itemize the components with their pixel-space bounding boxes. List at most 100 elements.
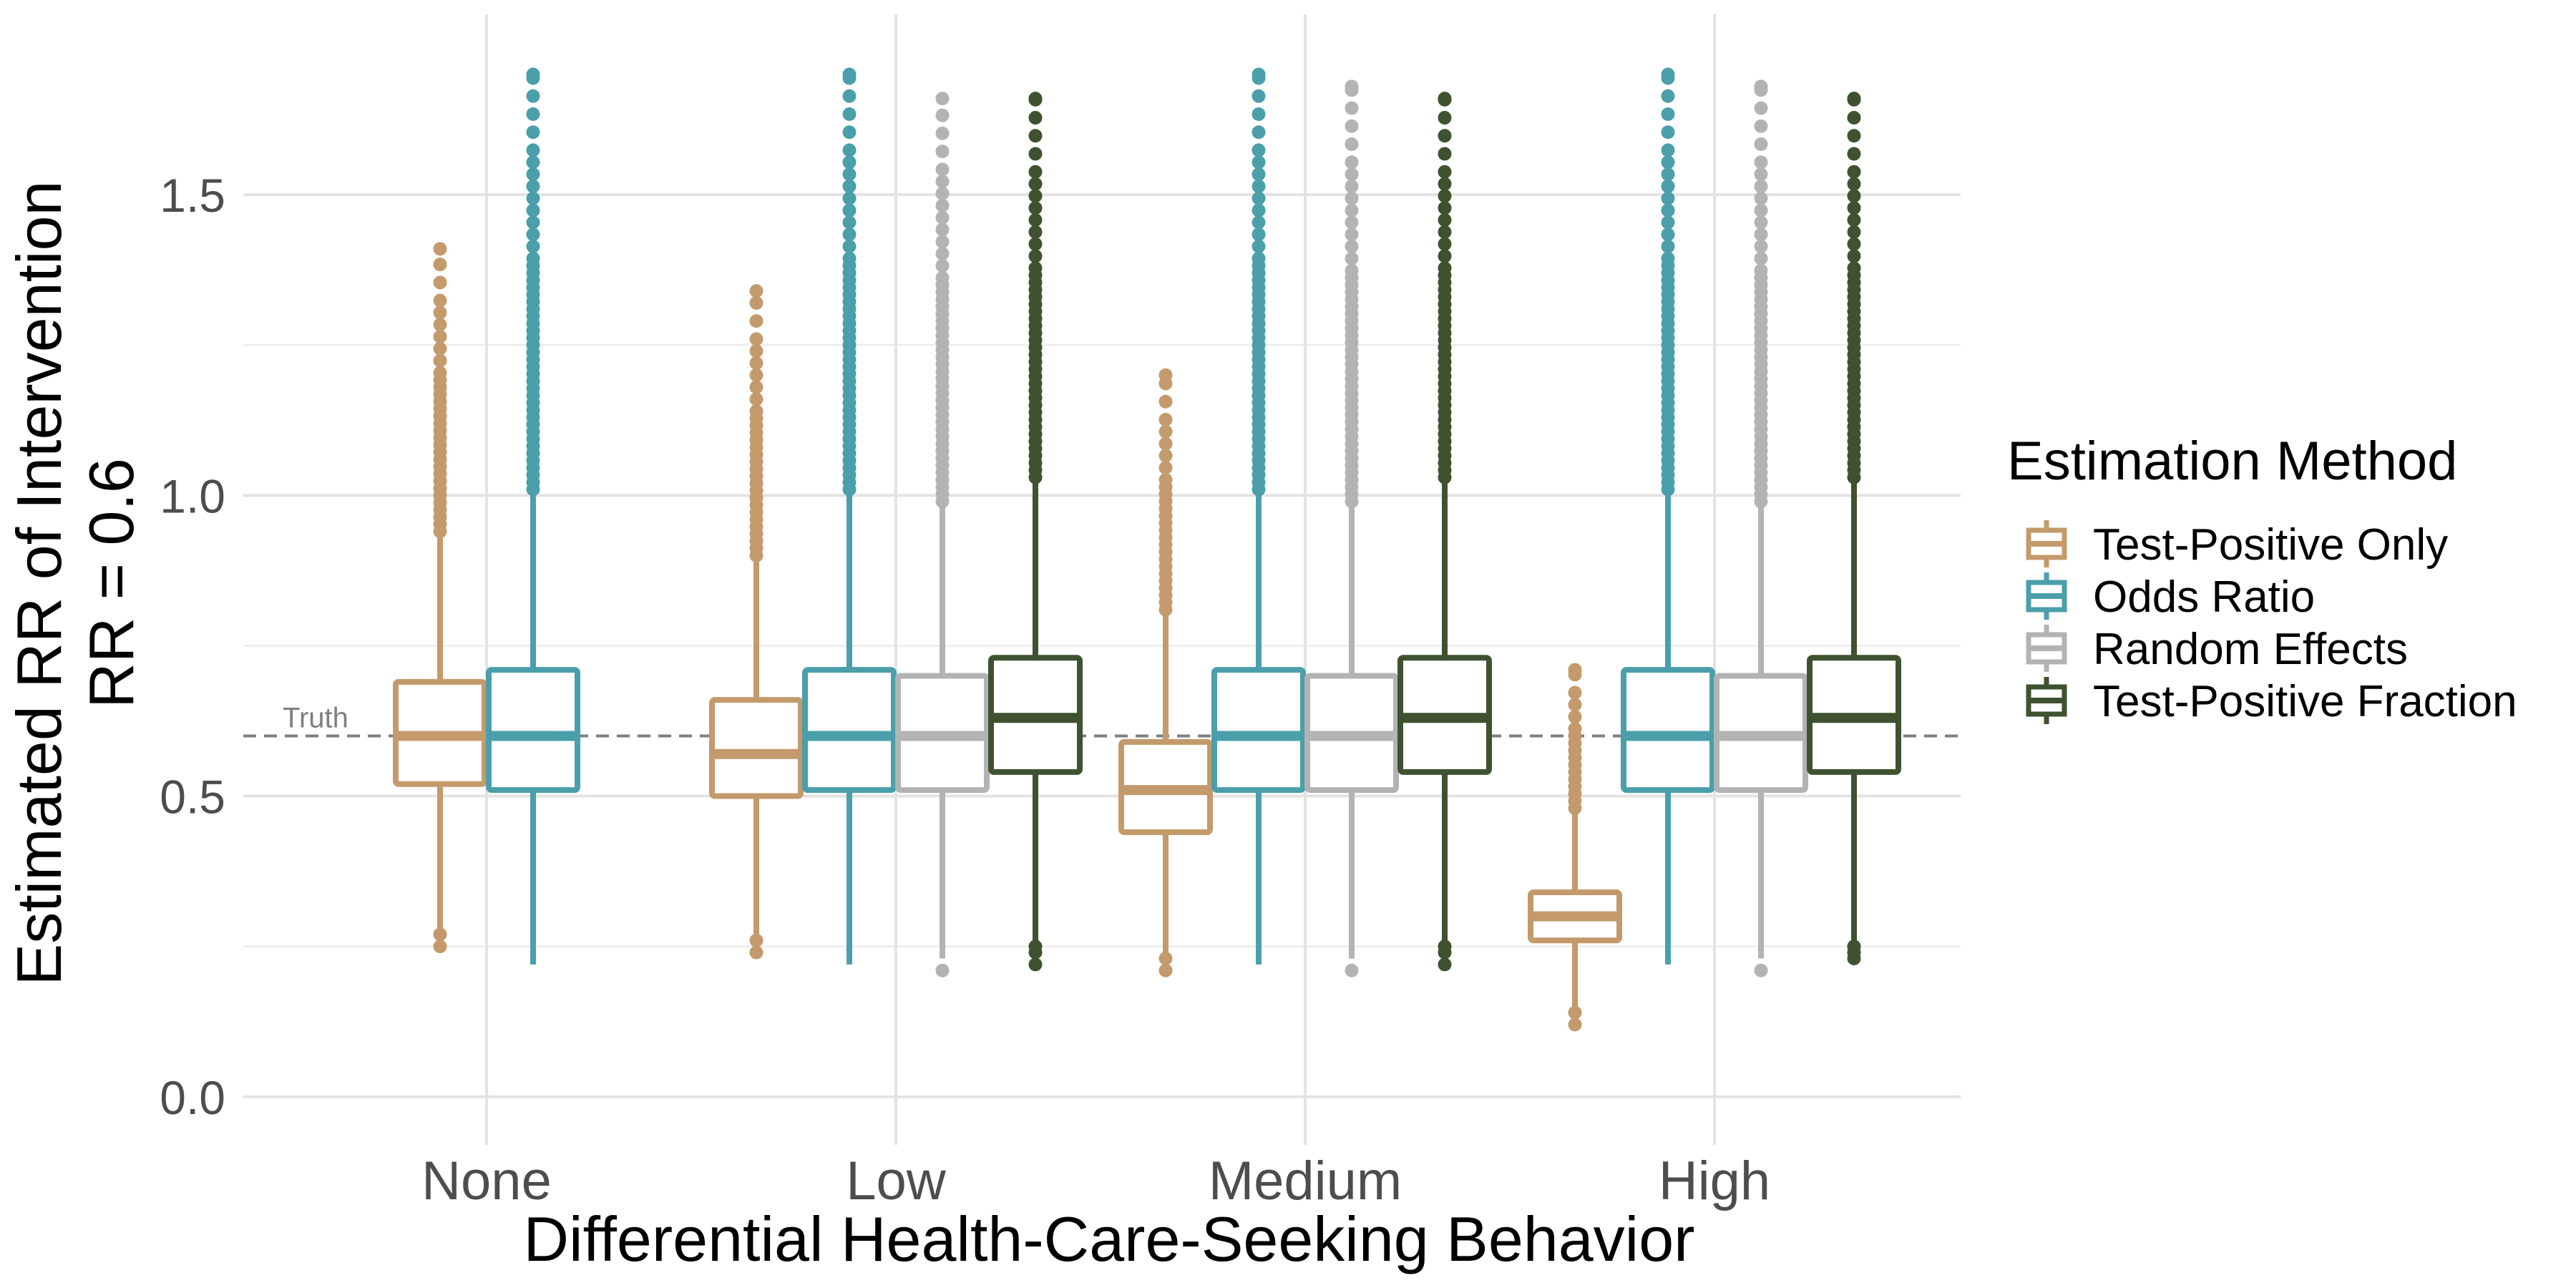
outlier-point [1345,228,1359,242]
outlier-point [1438,249,1452,263]
outlier-point [433,306,447,320]
outlier-point [935,175,950,189]
outlier-point [935,963,950,977]
outlier-point [1754,251,1768,265]
outlier-point [1568,663,1582,677]
legend-item: Odds Ratio [2026,572,2315,622]
legend-item: Test-Positive Only [2026,520,2448,570]
outlier-point [1438,189,1452,203]
outlier-point [1438,213,1452,227]
outlier-point [842,215,857,230]
outlier-point [1568,721,1582,736]
outlier-point [433,258,447,272]
box-odds-ratio-none [486,67,580,965]
outlier-point [1028,165,1043,179]
outlier-point [1661,191,1675,205]
outlier-point [1028,92,1043,106]
iqr-box [802,667,897,794]
outlier-point [1438,237,1452,251]
outlier-point [1438,225,1452,239]
iqr-box [486,667,580,794]
outlier-point [526,191,540,205]
outlier-point [433,329,447,343]
outlier-point [1661,215,1675,230]
box-test-positive-only-high [1528,663,1622,1032]
box-random-effects-high [1714,79,1808,977]
outlier-point [1847,165,1861,179]
outlier-point [1252,125,1266,140]
outlier-point [935,92,950,106]
outlier-point [433,293,447,308]
outlier-point [1754,179,1768,193]
outlier-point [1438,261,1452,275]
outlier-point [1754,263,1768,278]
y-tick-label: 1.0 [160,469,225,522]
y-tick-label: 1.5 [160,169,225,222]
outlier-point [1847,213,1861,227]
outlier-point [1568,1005,1582,1020]
outlier-point [935,108,950,122]
outlier-point [1028,189,1043,203]
outlier-point [842,143,857,157]
outlier-point [1754,155,1768,170]
outlier-point [749,344,763,358]
outlier-point [1158,461,1173,475]
outlier-point [1754,167,1768,182]
outlier-point [1345,137,1359,152]
outlier-point [935,258,950,273]
grid [243,14,1961,1145]
outlier-point [433,366,447,380]
outlier-point [1661,179,1675,193]
outlier-point [1252,167,1266,182]
outlier-point [842,251,857,265]
outlier-point [1568,698,1582,712]
outlier-point [1345,155,1359,170]
outlier-point [749,380,763,394]
outlier-point [1158,394,1173,409]
outlier-point [526,89,540,103]
outlier-point [1252,155,1266,170]
outlier-point [1661,143,1675,157]
outlier-point [1847,249,1861,263]
legend-label: Random Effects [2093,625,2408,674]
outlier-point [526,215,540,230]
outlier-point [1252,143,1266,157]
outlier-point [1345,167,1359,182]
outlier-point [1847,261,1861,275]
outlier-point [1252,191,1266,205]
outlier-point [1252,239,1266,253]
outlier-point [842,191,857,205]
box-odds-ratio-medium [1211,67,1306,965]
outlier-point [1028,261,1043,275]
outlier-point [1345,203,1359,218]
outlier-point [526,155,540,170]
outlier-point [1345,101,1359,115]
outlier-point [935,246,950,260]
outlier-point [1158,951,1173,965]
legend-label: Test-Positive Only [2093,520,2448,570]
outlier-point [1754,215,1768,230]
outlier-point [433,940,447,954]
x-tick-label: Medium [1209,1151,1402,1211]
outlier-point [1661,89,1675,103]
outlier-point [842,203,857,218]
outlier-point [749,392,763,406]
outlier-point [1345,263,1359,278]
outlier-point [749,368,763,382]
outlier-point [526,203,540,218]
outlier-point [1438,129,1452,143]
box-odds-ratio-high [1621,67,1715,965]
box-test-positive-only-none [393,242,487,954]
outlier-point [526,107,540,122]
outlier-point [842,228,857,242]
x-tick-labels: None Low Medium High [421,1151,1770,1211]
outlier-point [1754,963,1768,977]
outlier-point [1568,1018,1582,1032]
outlier-point [935,235,950,249]
outlier-point [1252,203,1266,218]
outlier-point [749,296,763,310]
outlier-point [935,186,950,200]
outlier-point [1028,249,1043,263]
outlier-point [1847,237,1861,251]
y-tick-labels: 0.0 0.5 1.0 1.5 [160,169,225,1124]
